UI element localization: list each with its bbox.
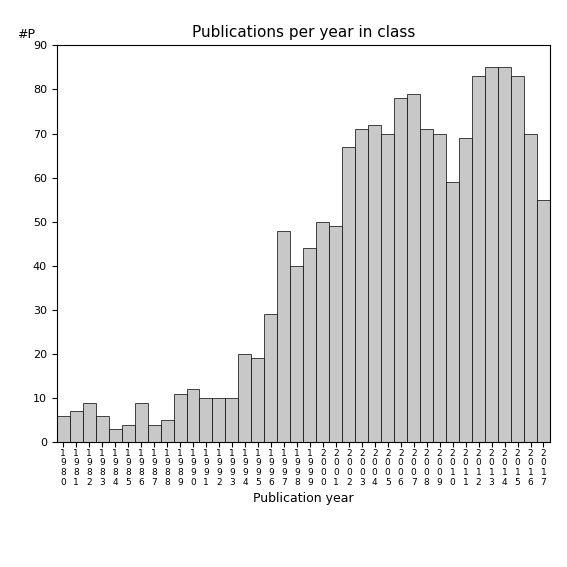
Bar xyxy=(524,134,537,442)
Bar xyxy=(316,222,329,442)
Bar xyxy=(394,98,407,442)
Bar xyxy=(213,398,226,442)
Bar xyxy=(121,425,134,442)
Bar xyxy=(83,403,96,442)
Bar xyxy=(200,398,213,442)
Bar xyxy=(498,67,511,442)
Bar xyxy=(459,138,472,442)
Bar xyxy=(174,393,187,442)
Bar xyxy=(537,200,550,442)
Bar xyxy=(187,390,200,442)
Bar xyxy=(109,429,121,442)
Bar xyxy=(160,420,174,442)
Bar xyxy=(134,403,147,442)
Bar xyxy=(303,248,316,442)
Bar xyxy=(368,125,381,442)
Bar xyxy=(57,416,70,442)
Bar xyxy=(433,134,446,442)
Bar xyxy=(472,76,485,442)
Bar xyxy=(420,129,433,442)
Bar xyxy=(147,425,160,442)
Bar xyxy=(381,134,394,442)
Bar xyxy=(226,398,239,442)
Bar xyxy=(342,147,356,442)
Bar xyxy=(407,94,420,442)
Bar xyxy=(356,129,368,442)
Title: Publications per year in class: Publications per year in class xyxy=(192,25,415,40)
Bar xyxy=(329,226,342,442)
X-axis label: Publication year: Publication year xyxy=(253,492,354,505)
Bar xyxy=(511,76,524,442)
Bar xyxy=(277,231,290,442)
Bar xyxy=(290,266,303,442)
Bar xyxy=(70,412,83,442)
Bar xyxy=(239,354,251,442)
Bar xyxy=(485,67,498,442)
Bar xyxy=(264,314,277,442)
Bar xyxy=(251,358,264,442)
Bar xyxy=(446,182,459,442)
Bar xyxy=(96,416,109,442)
Text: #P: #P xyxy=(17,28,35,41)
